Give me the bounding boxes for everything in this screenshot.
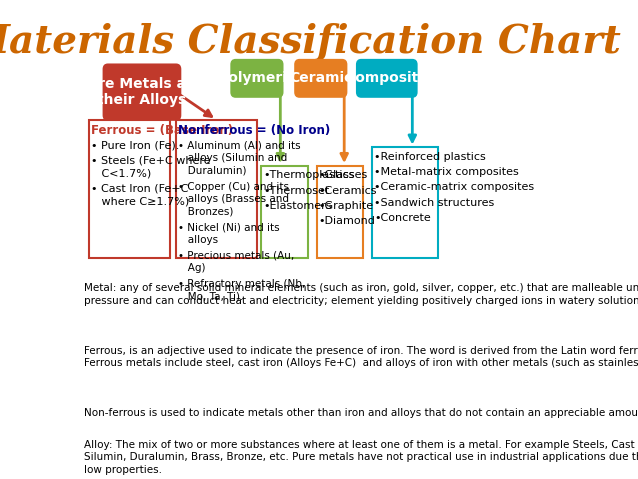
Text: •Graphite: •Graphite [318,201,374,211]
Text: Alloy: The mix of two or more substances where at least one of them is a metal. : Alloy: The mix of two or more substances… [84,440,638,475]
Text: • Steels (Fe+C where
   C<1.7%): • Steels (Fe+C where C<1.7%) [91,156,211,178]
FancyBboxPatch shape [176,120,257,258]
Text: •Elastomers: •Elastomers [263,201,332,211]
Text: Ferrous, is an adjective used to indicate the presence of iron. The word is deri: Ferrous, is an adjective used to indicat… [84,345,638,368]
Text: Materials Classification Chart: Materials Classification Chart [0,23,621,61]
FancyBboxPatch shape [316,166,364,258]
FancyBboxPatch shape [232,60,283,97]
Text: •Reinforced plastics: •Reinforced plastics [374,152,486,162]
FancyBboxPatch shape [357,60,417,97]
Text: •Diamond: •Diamond [318,216,376,226]
Text: •Concrete: •Concrete [374,213,431,223]
Text: •Ceramic-matrix composites: •Ceramic-matrix composites [374,182,534,193]
Text: • Refractory metals (Nb,
   Mo, Ta, Ti).: • Refractory metals (Nb, Mo, Ta, Ti). [178,279,306,301]
Text: •Ceramics: •Ceramics [318,186,377,196]
Text: •Thermoplastics: •Thermoplastics [263,171,355,181]
Text: • Nickel (Ni) and its
   alloys: • Nickel (Ni) and its alloys [178,223,280,245]
Text: Pure Metals and
their Alloys: Pure Metals and their Alloys [78,77,206,107]
Text: • Cast Iron (Fe+C
   where C≥1.7%): • Cast Iron (Fe+C where C≥1.7%) [91,184,189,206]
Text: •Glasses: •Glasses [318,171,368,181]
Text: Ceramic: Ceramic [289,71,352,85]
Text: Ferrous = (Base Iron): Ferrous = (Base Iron) [91,125,233,137]
FancyBboxPatch shape [89,120,170,258]
Text: Non-ferrous is used to indicate metals other than iron and alloys that do not co: Non-ferrous is used to indicate metals o… [84,408,638,418]
FancyBboxPatch shape [295,60,346,97]
Text: • Precious metals (Au,
   Ag): • Precious metals (Au, Ag) [178,251,294,273]
Text: • Copper (Cu) and its
   alloys (Brasses and
   Bronzes): • Copper (Cu) and its alloys (Brasses an… [178,182,289,217]
Text: Composite: Composite [345,71,428,85]
Text: Metal: any of several solid mineral elements (such as iron, gold, silver, copper: Metal: any of several solid mineral elem… [84,284,638,306]
Text: •Thermoset: •Thermoset [263,186,330,196]
Text: • Aluminum (Al) and its
   alloys (Silumin and
   Duralumin): • Aluminum (Al) and its alloys (Silumin … [178,140,300,175]
Text: •Metal-matrix composites: •Metal-matrix composites [374,167,519,177]
Text: •Sandwich structures: •Sandwich structures [374,198,494,208]
FancyBboxPatch shape [103,65,181,120]
FancyBboxPatch shape [261,166,308,258]
Text: Nonferrous = (No Iron): Nonferrous = (No Iron) [178,125,330,137]
FancyBboxPatch shape [372,148,438,258]
Text: Polymeric: Polymeric [218,71,295,85]
Text: • Pure Iron (Fe).: • Pure Iron (Fe). [91,140,179,150]
